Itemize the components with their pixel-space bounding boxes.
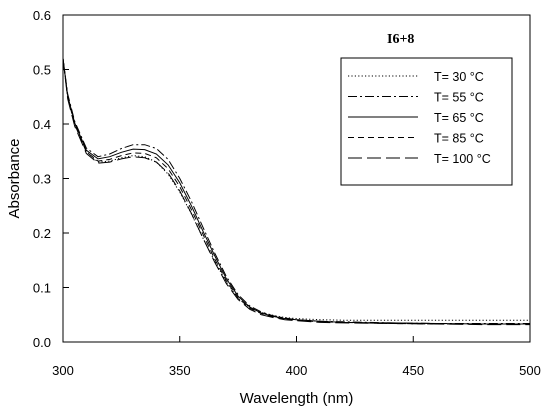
chart-title: I6+8 (387, 32, 414, 47)
legend-label-5: T= 100 °C (434, 152, 491, 166)
y-tick-label: 0.0 (33, 335, 51, 350)
x-tick-label: 450 (402, 363, 424, 378)
legend-label-4: T= 85 °C (434, 132, 484, 146)
y-axis-title: Absorbance (6, 138, 23, 218)
series-lines (62, 58, 530, 326)
y-tick-label: 0.6 (33, 8, 51, 23)
plot-frame (62, 14, 531, 343)
legend-label-3: T= 65 °C (434, 111, 484, 125)
legend-label-2: T= 55 °C (434, 91, 484, 105)
legend: T= 30 °C T= 55 °C T= 65 °C T= 85 °C T= 100 °… (340, 57, 513, 186)
series-line-5 (62, 58, 530, 326)
y-tick-label: 0.5 (33, 63, 51, 78)
x-tick-label: 350 (169, 363, 191, 378)
y-tick-label: 0.2 (33, 226, 51, 241)
series-line-4 (62, 58, 530, 325)
y-tick-label: 0.1 (33, 281, 51, 296)
axis-ticks: 300 350 400 450 500 0.0 0.1 0.2 0.3 0.4 0.5 0.6 (33, 8, 541, 378)
x-tick-label: 500 (519, 363, 541, 378)
legend-label-1: T= 30 °C (434, 70, 484, 84)
x-axis-title: Wavelength (nm) (240, 390, 354, 407)
y-tick-label: 0.3 (33, 172, 51, 187)
x-tick-label: 400 (286, 363, 308, 378)
legend-box (340, 57, 513, 186)
x-tick-label: 300 (52, 363, 74, 378)
y-tick-label: 0.4 (33, 117, 51, 132)
